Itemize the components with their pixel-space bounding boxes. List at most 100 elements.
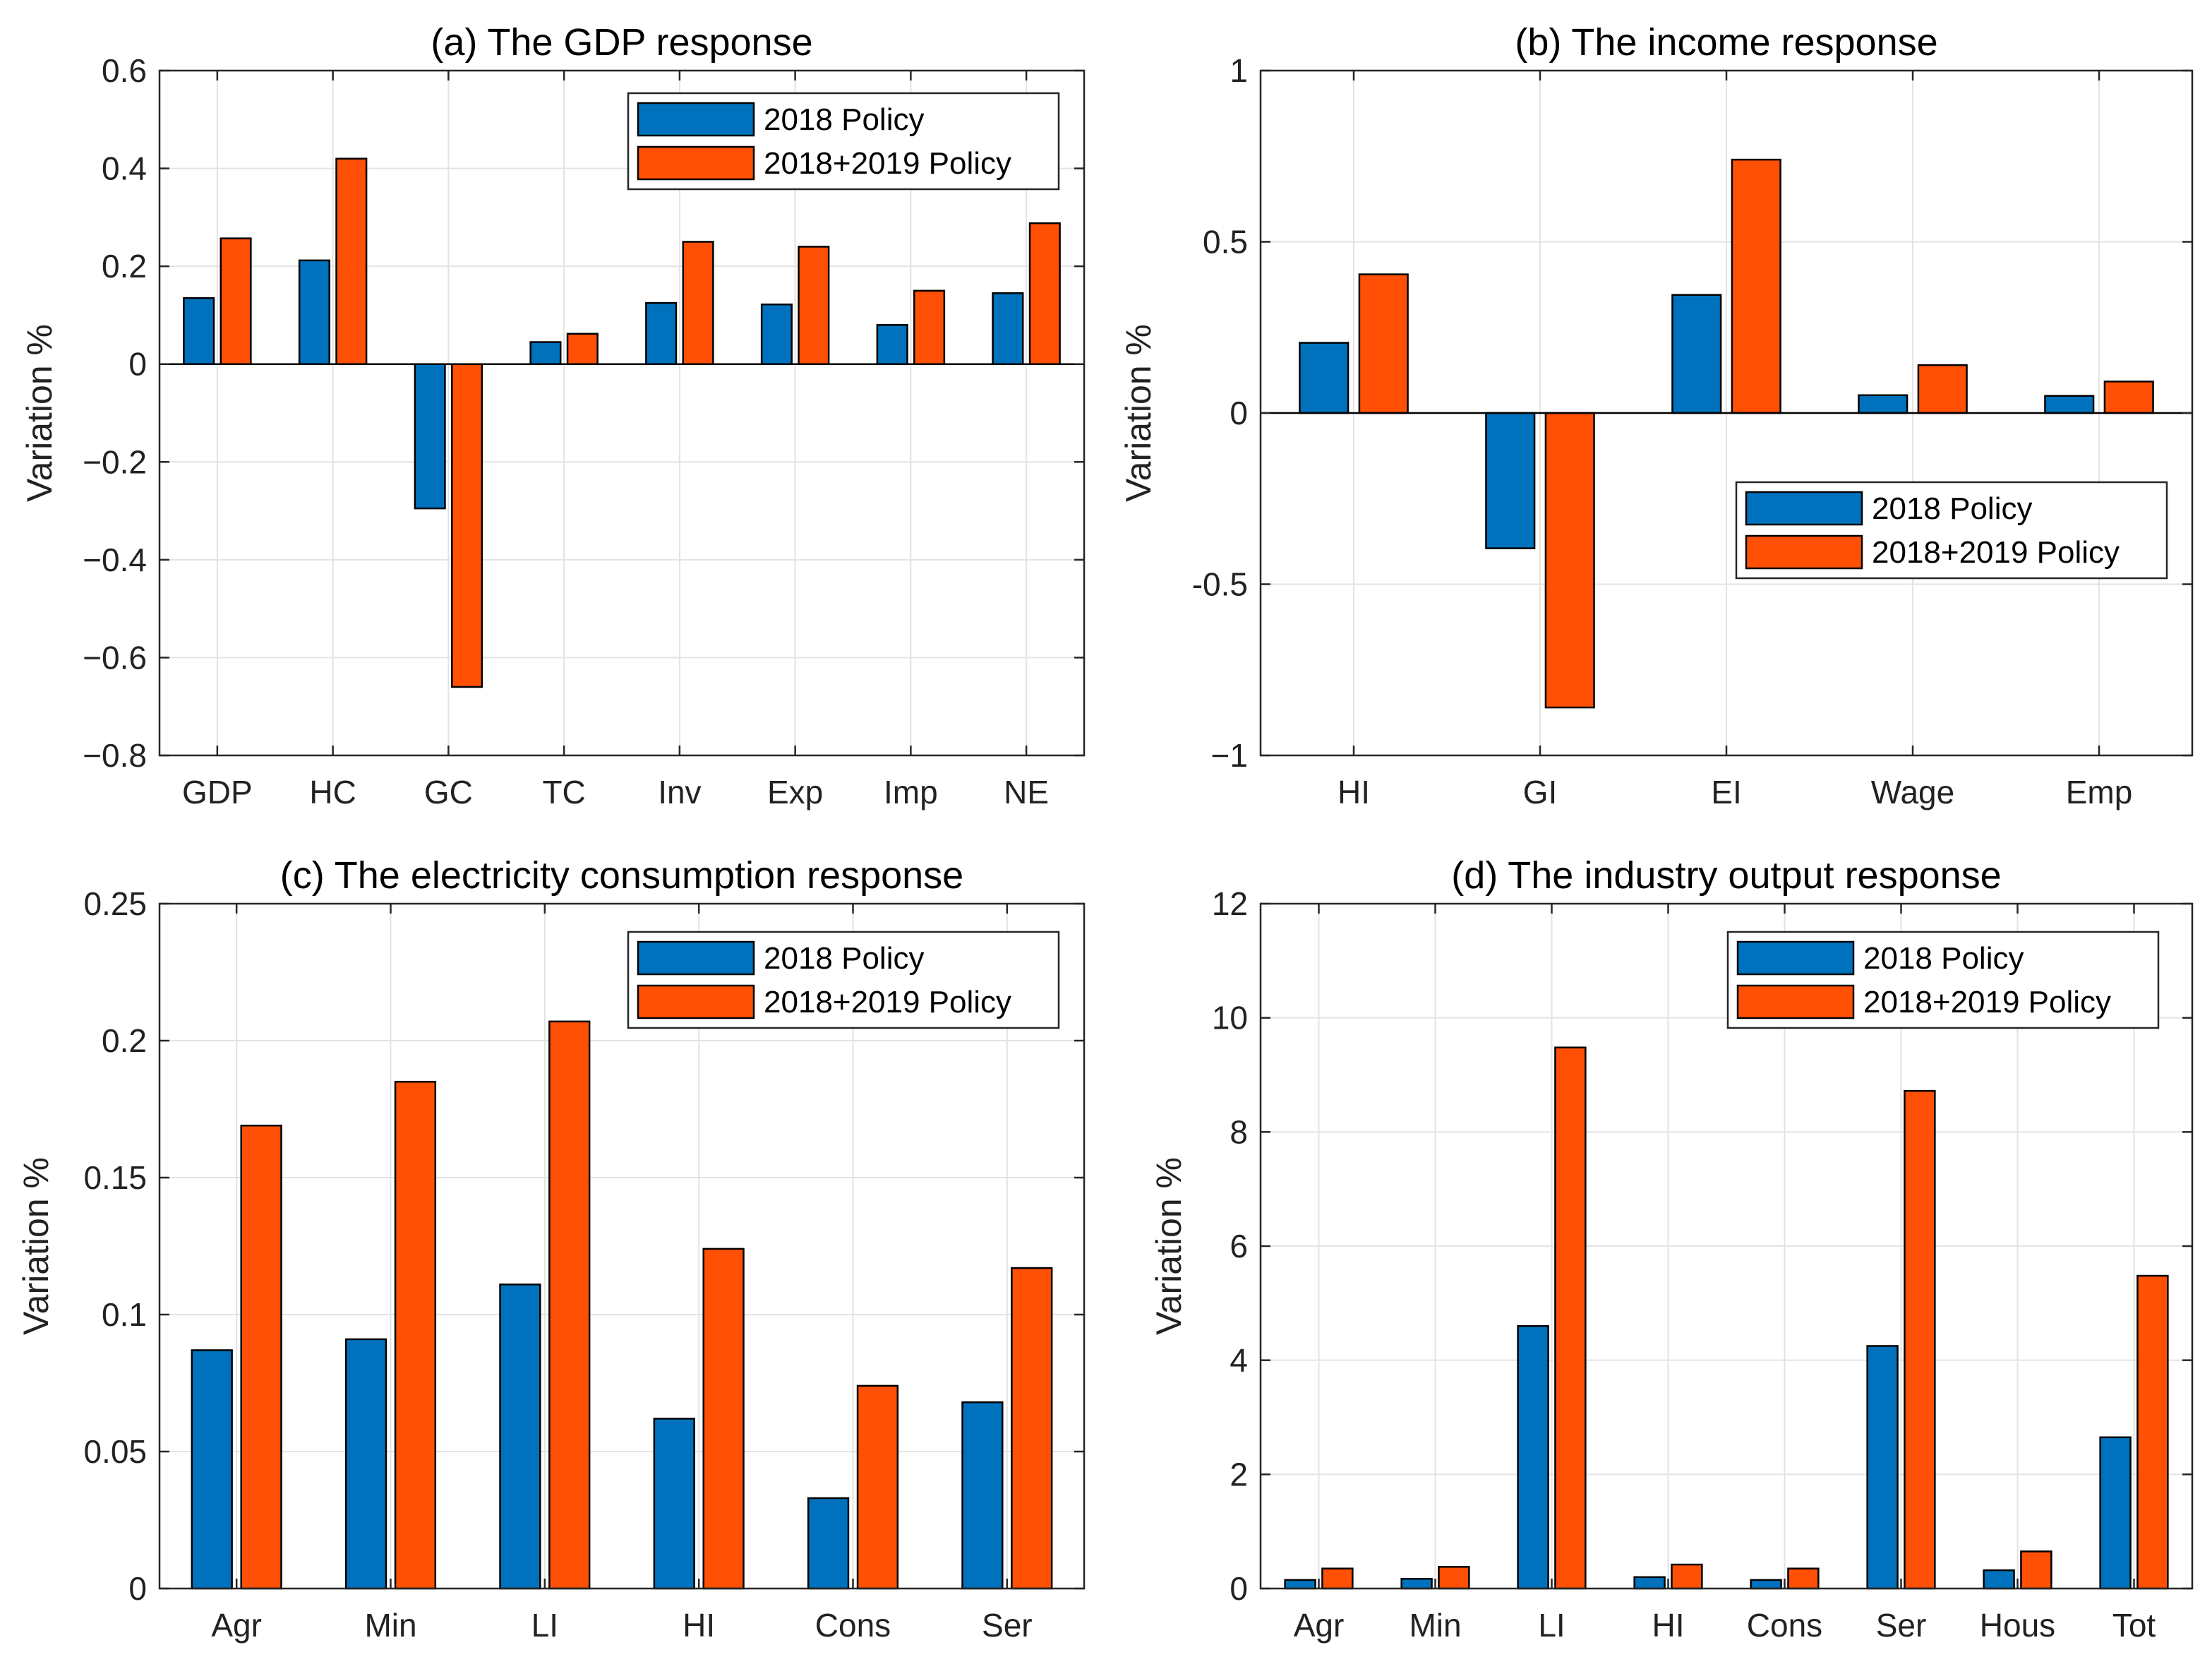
bar-series2-hc xyxy=(335,157,368,365)
bar-series1-inv xyxy=(645,301,678,365)
y-tick-label: 0.4 xyxy=(102,150,147,187)
y-tick-label: 0.05 xyxy=(83,1433,147,1470)
y-tick-label: −0.8 xyxy=(83,737,147,774)
axes-box xyxy=(158,902,1086,1590)
y-axis-label: Variation % xyxy=(1119,324,1158,502)
x-tick-label: GC xyxy=(424,774,473,810)
bar-series1-imp xyxy=(876,324,908,365)
y-tick-label: 0.2 xyxy=(102,1022,147,1059)
x-tick-label: Ser xyxy=(982,1607,1033,1644)
y-tick-label: −0.6 xyxy=(83,639,147,676)
legend-label: 2018+2019 Policy xyxy=(764,985,1011,1019)
y-tick-label: −0.4 xyxy=(83,542,147,578)
chart-title: (b) The income response xyxy=(1515,21,1937,64)
bar-series2-agr xyxy=(1321,1567,1354,1590)
bar-series1-emp xyxy=(2044,395,2095,414)
bar-series1-ser xyxy=(961,1401,1004,1590)
bar-series2-ei xyxy=(1731,158,1781,414)
x-tick-label: Hous xyxy=(1980,1607,2055,1644)
x-tick-label: Cons xyxy=(815,1607,891,1644)
x-tick-label: HC xyxy=(309,774,356,810)
bar-series1-li xyxy=(1517,1324,1549,1590)
bar-series1-gdp xyxy=(183,297,215,365)
legend-label: 2018 Policy xyxy=(764,102,924,137)
y-axis-label: Variation % xyxy=(1149,1157,1189,1335)
bar-series1-gi xyxy=(1485,412,1536,549)
bar-series2-hi xyxy=(1358,273,1409,414)
y-tick-label: 0.25 xyxy=(83,885,147,922)
legend-swatch xyxy=(637,145,755,181)
chart-panel-4: 12 10 8 6 4 2 0 Agr Min LI HI Cons Ser Hous Tot (d) The… xyxy=(1149,854,2194,1644)
bar-series2-exp xyxy=(798,246,830,365)
bar-series1-hi xyxy=(1299,342,1350,414)
x-tick-label: NE xyxy=(1004,774,1049,810)
x-tick-label: EI xyxy=(1711,774,1741,810)
legend-swatch xyxy=(1736,984,1855,1019)
y-tick-label: 10 xyxy=(1212,1000,1248,1036)
x-tick-label: Min xyxy=(364,1607,416,1644)
x-tick-label: Cons xyxy=(1747,1607,1822,1644)
x-tick-label: HI xyxy=(1652,1607,1685,1644)
legend-swatch xyxy=(637,984,755,1019)
y-tick-label: 0 xyxy=(128,346,147,383)
bar-series1-tot xyxy=(2099,1436,2132,1590)
y-tick-label: 4 xyxy=(1230,1342,1248,1379)
bar-series1-gc xyxy=(414,363,446,510)
x-tick-label: GDP xyxy=(182,774,253,810)
bar-series1-agr xyxy=(191,1349,233,1590)
y-tick-label: 0 xyxy=(1230,1570,1248,1607)
y-tick-label: 6 xyxy=(1230,1228,1248,1264)
bar-series2-li xyxy=(548,1020,591,1590)
bar-series1-hi xyxy=(1633,1576,1666,1590)
x-tick-label: Emp xyxy=(2066,774,2133,810)
bar-series2-ser xyxy=(1011,1267,1053,1590)
bar-series1-ei xyxy=(1671,294,1722,414)
bar-series2-ne xyxy=(1028,222,1061,365)
bar-series1-agr xyxy=(1284,1579,1316,1590)
x-tick-label: Inv xyxy=(658,774,701,810)
y-axis-label: Variation % xyxy=(16,1157,56,1335)
x-tick-label: Wage xyxy=(1871,774,1954,810)
legend: 2018 Policy 2018+2019 Policy xyxy=(1726,931,2160,1029)
chart-title: (d) The industry output response xyxy=(1451,854,2001,897)
x-tick-label: TC xyxy=(542,774,585,810)
bar-series2-hi xyxy=(1671,1563,1703,1590)
x-tick-label: LI xyxy=(531,1607,558,1644)
bar-series2-gc xyxy=(451,363,483,688)
x-tick-label: HI xyxy=(683,1607,715,1644)
bar-series1-min xyxy=(344,1338,387,1590)
chart-panel-3: 0.25 0.2 0.15 0.1 0.05 0 Agr Min LI HI Cons Ser (c) … xyxy=(16,854,1086,1644)
legend-label: 2018+2019 Policy xyxy=(1872,535,2120,570)
bar-series2-ser xyxy=(1904,1089,1936,1590)
bar-series1-ser xyxy=(1866,1345,1899,1590)
bar-series1-cons xyxy=(1750,1579,1782,1590)
x-tick-label: Agr xyxy=(1294,1607,1345,1644)
y-tick-label: 0.6 xyxy=(102,52,147,89)
bar-series1-hous xyxy=(1983,1569,2015,1590)
chart-title: (a) The GDP response xyxy=(431,21,812,64)
bar-series1-min xyxy=(1400,1578,1433,1590)
legend-swatch xyxy=(1736,940,1855,976)
x-tick-label: Imp xyxy=(884,774,938,810)
bar-series1-hi xyxy=(653,1418,695,1590)
bar-series1-tc xyxy=(529,341,562,365)
y-axis-label: Variation % xyxy=(20,324,59,502)
legend-label: 2018+2019 Policy xyxy=(764,146,1011,181)
bar-series2-emp xyxy=(2103,381,2154,414)
bar-series1-exp xyxy=(760,303,793,365)
y-tick-label: 0.15 xyxy=(83,1159,147,1196)
bar-series2-min xyxy=(1438,1566,1470,1590)
legend-label: 2018 Policy xyxy=(1863,941,2024,976)
bar-series2-gdp xyxy=(220,237,252,365)
x-tick-label: Exp xyxy=(767,774,823,810)
x-tick-label: GI xyxy=(1523,774,1558,810)
bar-series2-li xyxy=(1554,1046,1587,1590)
legend-label: 2018+2019 Policy xyxy=(1863,985,2111,1019)
legend-swatch xyxy=(637,102,755,137)
y-tick-label: 12 xyxy=(1212,885,1248,922)
bar-series2-cons xyxy=(1787,1567,1820,1590)
bar-series2-agr xyxy=(240,1125,282,1590)
bar-series2-gi xyxy=(1544,412,1595,709)
x-tick-label: Agr xyxy=(211,1607,262,1644)
